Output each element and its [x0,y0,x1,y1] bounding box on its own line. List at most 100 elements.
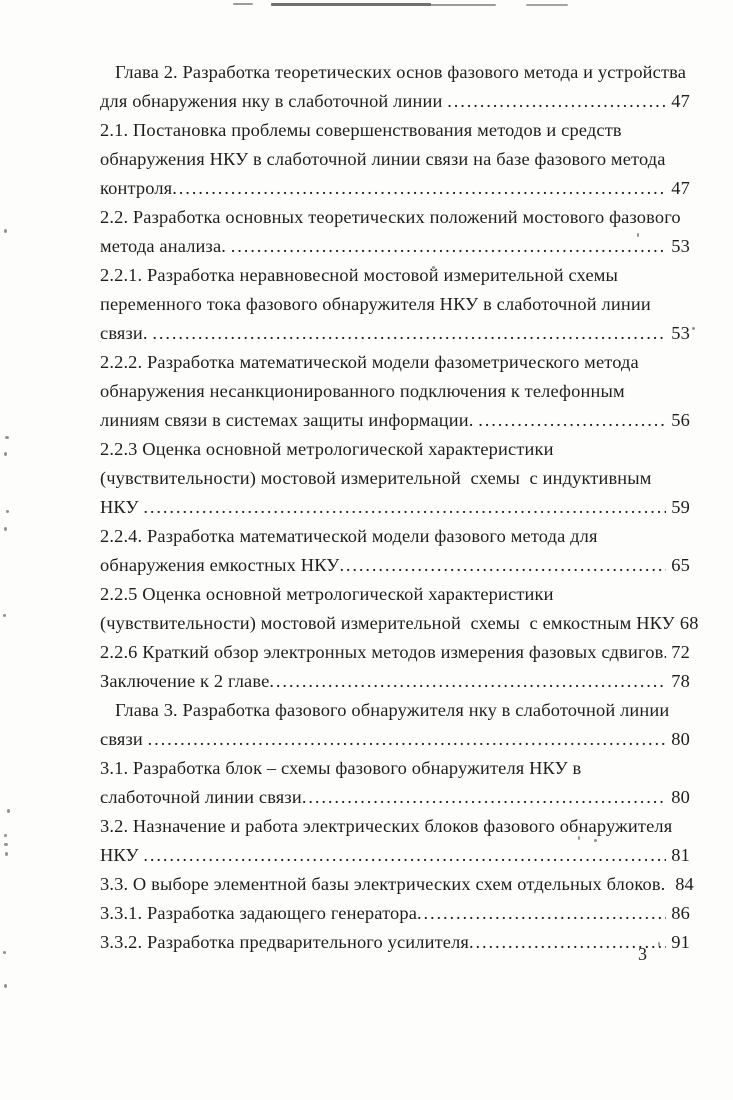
toc-line: 2.2.6 Краткий обзор электронных методов … [100,638,690,667]
toc-line-page: 59 [671,497,690,517]
dotted-leader [469,928,666,957]
scan-speck [432,266,435,269]
toc-line: 3.3.1. Разработка задающего генератора 8… [100,899,690,928]
dotted-leader [478,406,666,435]
scan-rule-segment [526,4,568,6]
toc-line-text: Заключение к 2 главе [100,671,270,691]
toc-line-text: обнаружения НКУ в слаботочной линии связ… [100,149,666,169]
toc-line-text: 3.2. Назначение и работа электрических б… [100,816,673,836]
toc-line: слаботочной линии связи 80 [100,783,690,812]
toc-line-text: 2.1. Постановка проблемы совершенствован… [100,120,622,140]
toc-line-text: 3.3.1. Разработка задающего генератора [100,903,418,923]
toc-line-text: 2.2.2. Разработка математической модели … [100,352,639,372]
toc-line: 3.3.2. Разработка предварительного усили… [100,928,690,957]
scan-speck [4,843,8,846]
scan-speck [578,836,580,840]
scan-speck [4,452,7,456]
toc-line: обнаружения НКУ в слаботочной линии связ… [100,145,690,174]
dotted-leader [172,174,666,203]
toc-line-text: обнаружения несанкционированного подключ… [100,381,625,401]
toc-line: 2.2.5 Оценка основной метрологической ха… [100,580,690,609]
scan-speck [4,834,7,837]
dotted-leader [143,493,666,522]
toc-line: 3.1. Разработка блок – схемы фазового об… [100,754,690,783]
toc-line-text: (чувствительности) мостовой измерительно… [100,613,675,633]
toc-line-text: связи. [100,323,153,343]
dotted-leader [339,551,666,580]
toc-line-page: 47 [671,91,690,111]
toc-line-text: НКУ [100,497,144,517]
scan-speck [6,510,9,513]
toc-line: 3.2. Назначение и работа электрических б… [100,812,690,841]
dotted-leader [152,319,666,348]
toc-line: (чувствительности) мостовой измерительно… [100,464,690,493]
scan-speck [5,852,8,856]
toc-line-text: (чувствительности) мостовой измерительно… [100,468,652,488]
toc-line-page: 56 [671,410,690,430]
toc-line-text: 2.2.1. Разработка неравновесной мостовой… [100,265,619,285]
toc-line-text: Глава 3. Разработка фазового обнаружител… [115,700,670,720]
toc-line: 2.2.4. Разработка математической модели … [100,522,690,551]
toc-line-text: 3.3.2. Разработка предварительного усили… [100,932,470,952]
toc-line-text: 2.2.4. Разработка математической модели … [100,526,598,546]
toc-line: обнаружения несанкционированного подключ… [100,377,690,406]
toc-line-text: контроля [100,178,173,198]
toc-line-text: для обнаружения нку в слаботочной линии [100,91,448,111]
scan-speck [4,229,7,233]
scan-speck [3,951,6,954]
toc-line-text: связи [100,729,148,749]
toc-line-text: Глава 2. Разработка теоретических основ … [115,62,687,82]
toc-line-text: слаботочной линии связи [100,787,302,807]
toc-line-page: 84 [675,874,694,894]
toc-line: связи. 53 [100,319,690,348]
toc-line-text: 2.2.6 Краткий обзор электронных методов … [100,642,664,662]
dotted-leader [231,232,667,261]
toc-line-page: 81 [671,845,690,865]
toc-line-page: 91 [671,932,690,952]
toc-line: переменного тока фазового обнаружителя Н… [100,290,690,319]
toc-line-page: 68 [679,613,699,633]
toc-line: Глава 3. Разработка фазового обнаружител… [100,696,690,725]
dotted-leader [148,725,667,754]
toc-line-page: 78 [671,671,690,691]
scan-rule-segment [271,3,431,6]
scan-rule-segment [233,3,253,5]
toc-line: для обнаружения нку в слаботочной линии … [100,87,690,116]
toc-line-text: 3.1. Разработка блок – схемы фазового об… [100,758,582,778]
toc-line-text: переменного тока фазового обнаружителя Н… [100,294,651,314]
toc-line: Глава 2. Разработка теоретических основ … [100,58,690,87]
toc-line-page: 80 [671,729,690,749]
toc-line-page: 80 [671,787,690,807]
toc-line: НКУ 59 [100,493,690,522]
dotted-leader [302,783,666,812]
toc-line-text: 2.2.3 Оценка основной метрологической ха… [100,439,554,459]
toc-line-text: 2.2.5 Оценка основной метрологической ха… [100,584,554,604]
scan-rule-segment [430,4,496,6]
toc-line-page: 53 [671,323,690,343]
toc-line: 2.2. Разработка основных теоретических п… [100,203,690,232]
toc-line-page: 65 [671,555,690,575]
toc-line: 2.1. Постановка проблемы совершенствован… [100,116,690,145]
toc-line-text: НКУ [100,845,144,865]
toc-line-page: 72 [671,642,690,662]
toc-line-page: 47 [671,178,690,198]
toc-line: 3.3. О выборе элементной базы электричес… [100,870,694,899]
scan-speck [692,327,695,330]
toc-line: 2.2.3 Оценка основной метрологической ха… [100,435,690,464]
dotted-leader [447,87,666,116]
dotted-leader [417,899,666,928]
scan-speck [3,614,6,617]
toc-line: обнаружения емкостных НКУ 65 [100,551,690,580]
scan-speck [4,527,7,531]
scan-speck [4,984,7,988]
dotted-leader [143,841,666,870]
dotted-leader [269,667,666,696]
toc-line-text: линиям связи в системах защиты информаци… [100,410,479,430]
toc-line: линиям связи в системах защиты информаци… [100,406,690,435]
toc-line: связи 80 [100,725,690,754]
scan-speck [5,436,9,439]
page-number: 3 [638,944,647,964]
toc-line: Заключение к 2 главе 78 [100,667,690,696]
toc-line: 2.2.1. Разработка неравновесной мостовой… [100,261,690,290]
